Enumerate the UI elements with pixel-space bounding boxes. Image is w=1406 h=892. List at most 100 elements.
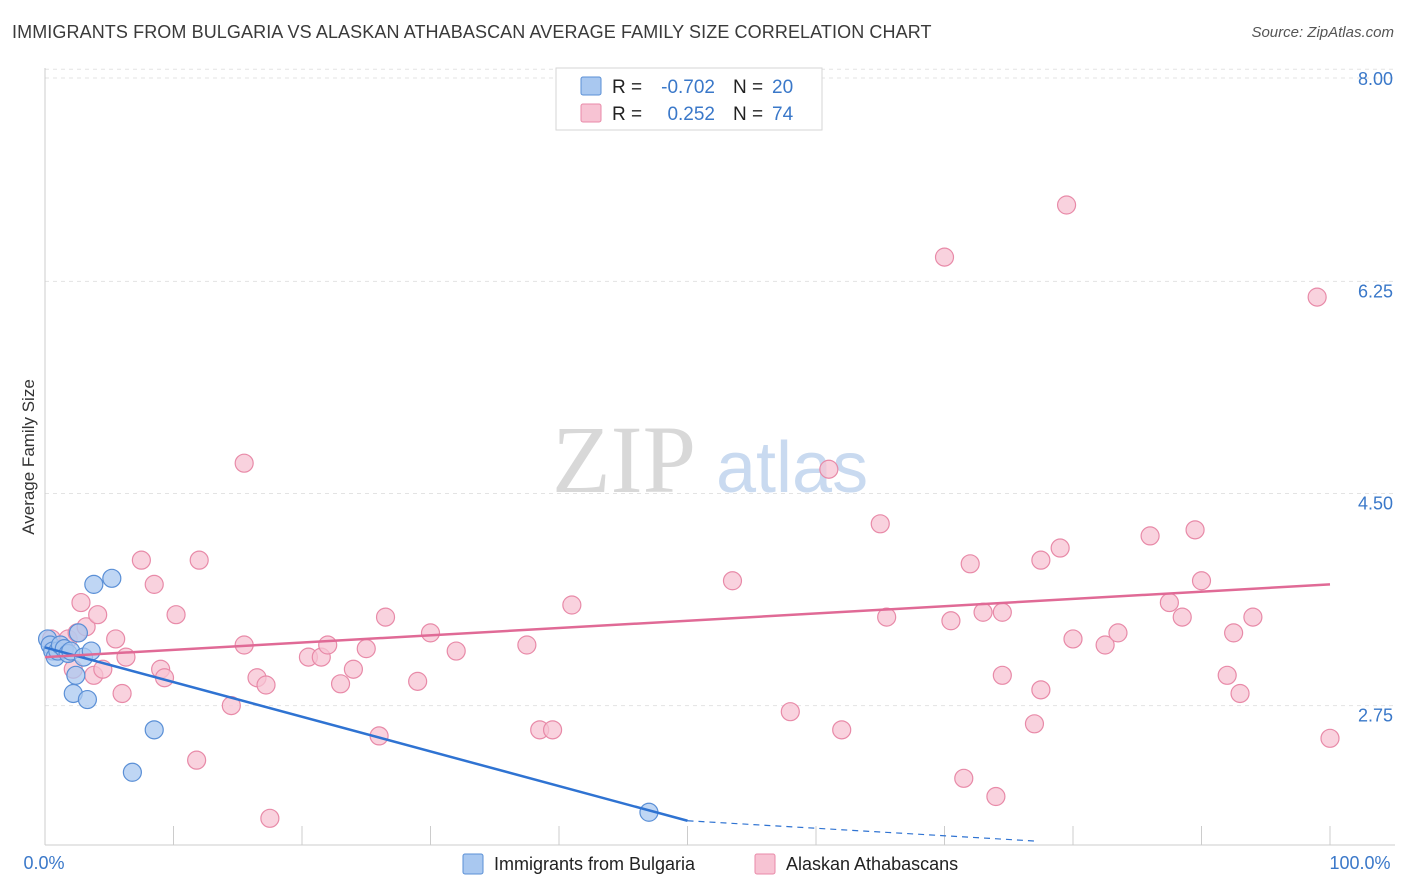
data-point-pink — [1050, 538, 1070, 558]
data-point-pink — [343, 659, 363, 679]
data-point-pink — [542, 720, 563, 740]
data-point-pink — [986, 786, 1006, 807]
data-point-pink — [722, 571, 743, 591]
series-legend-label-pink: Alaskan Athabascans — [786, 854, 958, 874]
data-point-pink — [1185, 520, 1205, 540]
x-tick-label-max: 100.0% — [1329, 853, 1390, 873]
data-point-pink — [780, 702, 800, 722]
data-point-blue — [68, 623, 89, 643]
data-point-pink — [234, 453, 254, 473]
data-point-pink — [832, 720, 852, 740]
data-point-blue — [144, 720, 164, 740]
trend-lines — [44, 583, 1331, 842]
data-point-pink — [356, 639, 376, 659]
data-point-pink — [166, 605, 186, 625]
data-point-blue — [84, 574, 104, 594]
data-point-pink — [1063, 629, 1083, 649]
data-point-pink — [330, 674, 351, 694]
watermark: ZIP atlas — [552, 406, 868, 513]
data-point-pink — [870, 514, 890, 534]
correlation-legend: R = -0.702 N = 20 R = 0.252 N = 74 — [555, 67, 823, 131]
y-axis-label: Average Family Size — [19, 379, 38, 535]
legend-r-value-2: 0.252 — [667, 104, 715, 125]
y-axis-tick-labels: 2.75 4.50 6.25 8.00 — [1358, 69, 1393, 725]
data-point-pink — [189, 550, 209, 570]
data-point-blue — [77, 689, 98, 710]
legend-n-label-2: N = — [733, 104, 763, 125]
data-point-pink — [1191, 571, 1212, 591]
data-point-pink — [1224, 623, 1244, 643]
series-legend-swatch-blue — [462, 853, 484, 875]
data-point-pink — [1140, 526, 1160, 546]
data-point-pink — [1320, 728, 1340, 748]
data-point-pink — [934, 247, 955, 267]
trend-line-blue — [44, 646, 688, 822]
data-point-pink — [517, 635, 537, 655]
y-tick-label: 8.00 — [1358, 69, 1393, 89]
series-legend-label-blue: Immigrants from Bulgaria — [494, 854, 696, 874]
data-point-pink — [1217, 665, 1237, 685]
legend-r-value-1: -0.702 — [661, 77, 715, 98]
data-point-blue — [66, 665, 86, 685]
y-tick-label: 2.75 — [1358, 706, 1393, 726]
data-point-pink — [408, 671, 428, 691]
gridlines — [45, 68, 1395, 707]
data-point-pink — [562, 595, 582, 615]
series-legend: Immigrants from Bulgaria Alaskan Athabas… — [462, 853, 958, 875]
data-point-pink — [973, 602, 993, 622]
data-point-pink — [992, 602, 1012, 622]
data-point-pink — [877, 607, 897, 627]
trend-line-pink — [44, 583, 1331, 659]
series-immigrants-from-bulgaria — [37, 568, 659, 822]
data-point-pink — [112, 683, 132, 704]
legend-r-label-2: R = — [612, 104, 642, 125]
legend-swatch-pink — [580, 103, 602, 123]
data-point-pink — [819, 459, 839, 479]
chart-source: Source: ZipAtlas.com — [1251, 24, 1394, 41]
data-point-pink — [1172, 607, 1192, 627]
data-point-pink — [256, 675, 276, 695]
data-point-pink — [106, 629, 126, 649]
data-point-pink — [1159, 592, 1179, 613]
data-point-pink — [131, 550, 151, 570]
data-point-pink — [1108, 623, 1128, 643]
data-point-pink — [1024, 714, 1045, 734]
data-point-pink — [88, 605, 108, 625]
data-point-pink — [260, 808, 280, 828]
data-point-pink — [1230, 683, 1250, 704]
data-point-pink — [375, 607, 396, 627]
y-tick-label: 4.50 — [1358, 493, 1393, 513]
x-axis-ticks — [44, 826, 1331, 845]
data-point-blue — [102, 568, 122, 588]
data-point-pink — [1243, 607, 1263, 627]
legend-n-value-2: 74 — [772, 104, 794, 125]
data-point-pink — [992, 665, 1012, 685]
legend-n-label-1: N = — [733, 77, 763, 98]
data-point-pink — [960, 554, 980, 574]
data-point-pink — [1095, 635, 1115, 655]
legend-n-value-1: 20 — [772, 77, 793, 98]
data-point-pink — [187, 750, 207, 770]
legend-swatch-blue — [580, 76, 602, 96]
data-point-pink — [116, 647, 136, 667]
data-point-pink — [1031, 550, 1051, 570]
watermark-atlas: atlas — [716, 428, 868, 508]
data-point-pink — [446, 641, 466, 661]
trend-line-extension-blue — [687, 820, 1035, 842]
data-point-pink — [318, 635, 338, 655]
y-tick-label: 6.25 — [1358, 281, 1393, 301]
data-point-pink — [144, 574, 164, 594]
data-point-pink — [1056, 195, 1077, 215]
series-legend-swatch-pink — [754, 853, 776, 875]
x-tick-label-min: 0.0% — [23, 853, 64, 873]
data-point-pink — [954, 768, 974, 788]
data-point-pink — [420, 623, 441, 643]
data-point-pink — [1031, 680, 1051, 700]
data-point-blue — [122, 762, 142, 782]
watermark-zip: ZIP — [552, 406, 696, 513]
data-point-pink — [1307, 287, 1327, 307]
legend-r-label-1: R = — [612, 77, 642, 98]
data-point-pink — [941, 611, 961, 631]
chart-title: IMMIGRANTS FROM BULGARIA VS ALASKAN ATHA… — [12, 22, 932, 42]
